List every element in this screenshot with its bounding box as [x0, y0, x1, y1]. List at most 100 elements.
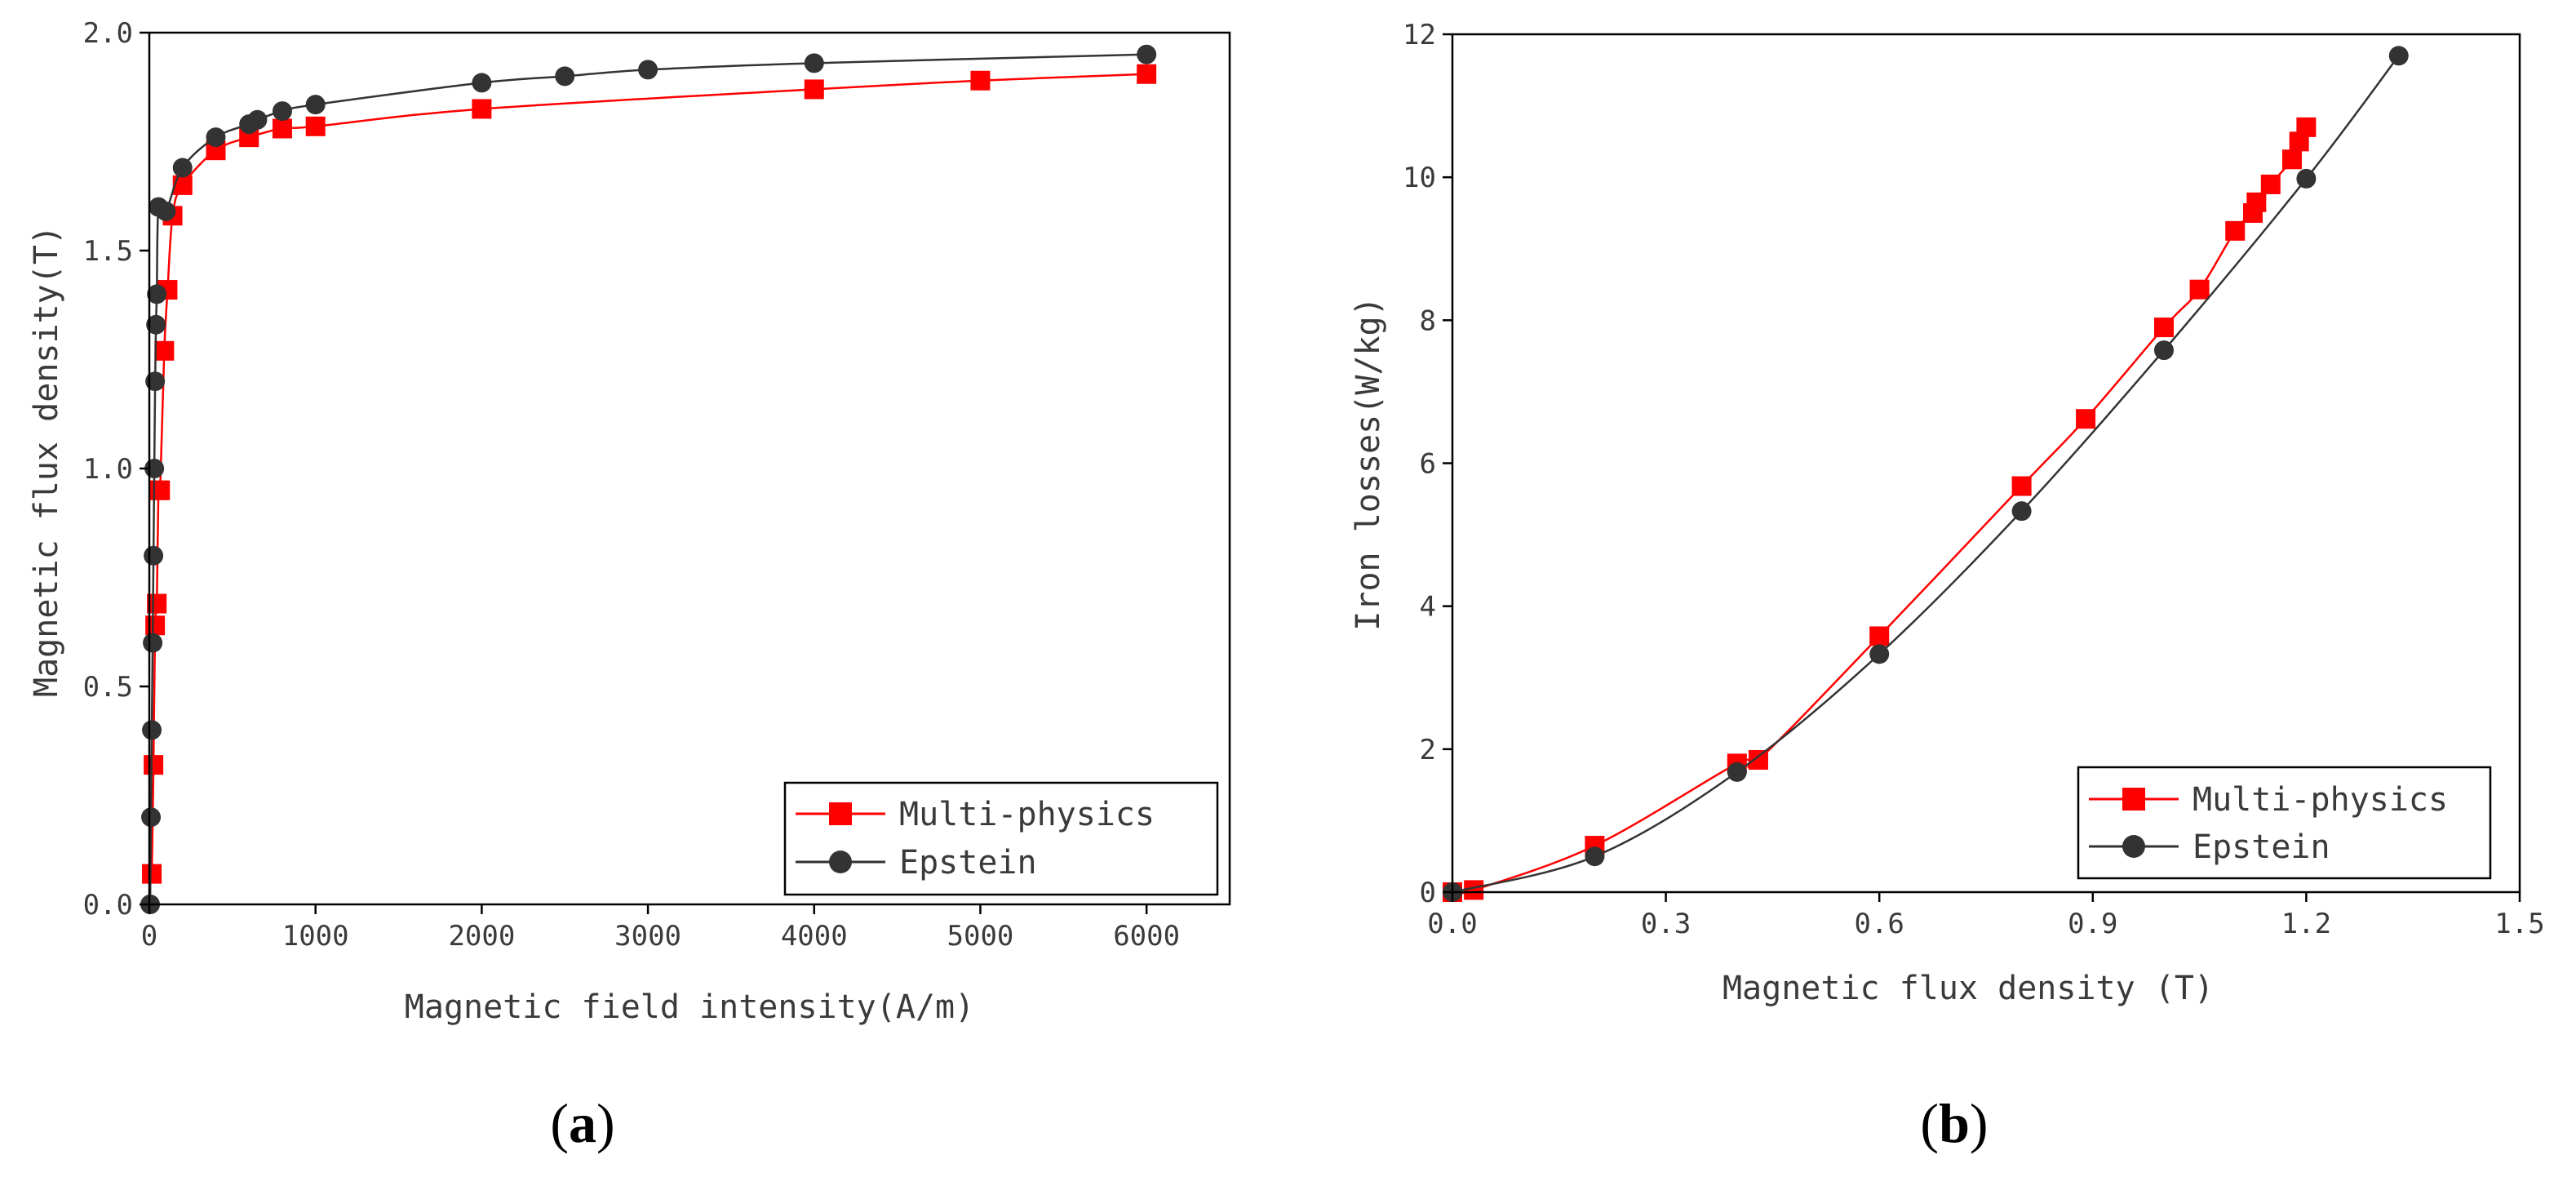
panel-a-y-tick-label: 1.0	[83, 453, 133, 486]
panel-b-legend-marker-multi	[2122, 788, 2145, 811]
panel-a-multi-physics-point	[145, 615, 166, 636]
panel-a-y-tick-label: 1.5	[83, 235, 133, 268]
panel-b-legend-label-multi: Multi-physics	[2192, 781, 2448, 819]
panel-b-y-tick-label: 10	[1403, 162, 1436, 194]
panel-b-legend-box	[2077, 766, 2492, 880]
panel-a-multi-physics-point	[1137, 64, 1157, 84]
panel-a-epstein-point	[147, 284, 167, 304]
panel-a-epstein-point	[142, 720, 162, 740]
panel-a-y-tick-label: 2.0	[83, 17, 133, 50]
panel-b-axes: 0.0 0.3 0.6 0.9 1.2 1.5 0 2 4 6 8 10 12	[1403, 19, 2545, 940]
panel-a-legend: Multi-physics Epstein	[783, 781, 1219, 896]
panel-a-multi-physics-point	[970, 70, 991, 91]
panel-a-label-letter: a	[569, 1092, 596, 1154]
panel-a-epstein-point	[1137, 44, 1157, 64]
panel-a-epstein-point	[206, 127, 226, 148]
panel-a-x-tick-label: 4000	[781, 920, 848, 953]
panel-a-axes: 0 1000 2000 3000 4000 5000 6000 0.0 0.5 1.0 1.5 2.0	[83, 17, 1231, 953]
panel-a-x-tick-label: 2000	[448, 920, 515, 953]
panel-a-multi-physics-point	[472, 99, 492, 119]
panel-b-multi-physics-point	[2076, 409, 2096, 429]
panel-b-marks	[1443, 46, 2409, 902]
panel-a-epstein-point	[172, 158, 193, 178]
panel-b-multi-physics-point	[2154, 318, 2174, 338]
panel-a-multi-physics-point	[305, 116, 326, 136]
panel-b-legend-label-epstein: Epstein	[2192, 828, 2330, 866]
panel-a-epstein-point	[804, 53, 824, 73]
panel-a-legend-marker-epstein	[829, 851, 852, 873]
panel-a-epstein-point	[146, 314, 166, 335]
panel-b-multi-physics-point	[2281, 149, 2302, 170]
panel-a-label-open: (	[550, 1092, 569, 1154]
panel-b-y-tick-label: 8	[1420, 304, 1436, 337]
panel-b-legend: Multi-physics Epstein	[2077, 766, 2492, 880]
panel-b-multi-physics-point	[1748, 749, 1768, 770]
panel-b-label: (b)	[1920, 1092, 1988, 1154]
panel-b-label-letter: b	[1939, 1092, 1970, 1154]
panel-a-epstein-point	[141, 807, 162, 828]
panel-b-epstein-point	[1585, 846, 1605, 867]
panel-a-epstein-point	[247, 109, 268, 130]
panel-b-epstein-line	[1452, 55, 2400, 894]
panel-a-x-tick-label: 5000	[947, 920, 1014, 953]
panel-b-x-axis-title: Magnetic flux density (T)	[1723, 970, 2214, 1007]
panel-a-multi-physics-point	[804, 79, 824, 100]
panel-b-epstein-point	[1727, 762, 1747, 782]
panel-a-epstein-point	[156, 201, 176, 221]
panel-a-label-close: )	[596, 1092, 615, 1154]
panel-a-epstein-point	[472, 73, 492, 93]
panel-b-multi-physics-point	[2225, 220, 2246, 241]
panel-a-chart: 0 1000 2000 3000 4000 5000 6000 0.0 0.5 1.0 1.5 2.0…	[28, 17, 1231, 1154]
panel-b-epstein-point	[1869, 644, 1890, 664]
panel-a-multi-physics-point	[154, 340, 175, 361]
panel-a-marks	[140, 44, 1157, 914]
panel-b-epstein-point	[2296, 168, 2317, 189]
panel-b-epstein-point	[2011, 501, 2032, 522]
panel-a-legend-label-epstein: Epstein	[899, 844, 1037, 882]
panel-a-epstein-point	[555, 66, 575, 87]
panel-b-multi-physics-point	[2296, 117, 2317, 137]
panel-a-x-tick-label: 6000	[1113, 920, 1180, 953]
panel-a-y-tick-label: 0.0	[83, 889, 133, 922]
panel-a-multi-physics-point	[142, 864, 162, 884]
panel-b-multi-physics-point	[1869, 626, 1890, 646]
panel-a-multi-physics-point	[144, 755, 164, 775]
panel-a-label: (a)	[550, 1092, 614, 1154]
panel-a-epstein-point	[143, 633, 163, 653]
panel-a-multi-physics-point	[272, 118, 292, 139]
panel-b-y-tick-label: 0	[1420, 877, 1436, 909]
panel-b-multi-physics-point	[2246, 192, 2267, 212]
panel-a-x-tick-label: 1000	[282, 920, 349, 953]
panel-a-epstein-point	[145, 371, 166, 392]
panel-a-x-tick-label: 3000	[614, 920, 681, 953]
panel-a-legend-label-multi: Multi-physics	[899, 796, 1155, 833]
panel-a-legend-marker-multi	[829, 802, 852, 825]
panel-b-legend-marker-epstein	[2122, 835, 2145, 858]
panel-b-epstein-point	[2154, 340, 2174, 361]
panel-b-x-tick-label: 1.2	[2281, 908, 2331, 940]
panel-b-y-tick-label: 2	[1420, 734, 1436, 766]
panel-b-x-tick-label: 0.3	[1641, 908, 1691, 940]
panel-b-label-open: (	[1920, 1092, 1939, 1154]
panel-a-x-axis-title: Magnetic field intensity(A/m)	[405, 988, 974, 1026]
panel-b-multi-physics-point	[2011, 476, 2032, 496]
panel-a-y-tick-label: 0.5	[83, 671, 133, 704]
panel-b-x-tick-label: 0.9	[2068, 908, 2117, 940]
panel-b-y-tick-label: 6	[1420, 448, 1436, 481]
panel-b-multi-physics-point	[2189, 279, 2210, 300]
panel-b-y-axis-title: Iron losses(W/kg)	[1350, 296, 1387, 630]
panel-b-x-tick-label: 1.5	[2494, 908, 2544, 940]
panel-b-epstein-point	[2388, 46, 2409, 66]
panel-b-multi-physics-point	[2260, 174, 2281, 194]
panel-a-epstein-point	[638, 60, 658, 80]
panel-a-x-tick-label: 0	[141, 920, 157, 953]
panel-b-label-close: )	[1970, 1092, 1989, 1154]
panel-a-multi-physics-point	[172, 175, 193, 195]
panel-b-x-tick-label: 0.0	[1427, 908, 1477, 940]
panel-a-epstein-point	[272, 101, 292, 122]
panel-a-epstein-point	[305, 95, 326, 115]
panel-b-y-tick-label: 4	[1420, 591, 1436, 624]
panel-a-y-axis-title: Magnetic flux density(T)	[28, 225, 65, 697]
